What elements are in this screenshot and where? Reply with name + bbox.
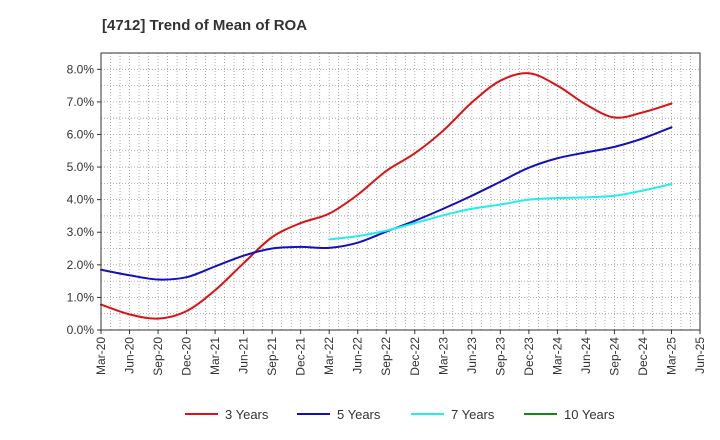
x-tick-label: Mar-22 — [322, 337, 336, 375]
x-tick-label: Mar-20 — [94, 337, 108, 375]
series-line-7-years — [328, 183, 673, 241]
x-tick-label: Sep-21 — [265, 337, 279, 376]
x-tick-label: Dec-21 — [294, 337, 308, 376]
x-tick-label: Mar-25 — [664, 337, 678, 375]
x-tick-label: Mar-21 — [208, 337, 222, 375]
y-tick-label: 2.0% — [67, 258, 95, 272]
series-lines — [100, 72, 673, 320]
grid — [101, 53, 700, 330]
y-tick-label: 8.0% — [67, 62, 95, 76]
series-line-3-years — [100, 72, 673, 320]
x-tick-label: Jun-24 — [579, 337, 593, 374]
legend-label-10-years: 10 Years — [564, 407, 615, 422]
x-tick-label: Jun-25 — [693, 337, 707, 374]
x-tick-label: Jun-21 — [237, 337, 251, 374]
x-tick-label: Jun-20 — [123, 337, 137, 374]
y-tick-label: 6.0% — [67, 127, 95, 141]
x-tick-label: Dec-20 — [180, 337, 194, 376]
x-tick-label: Jun-22 — [351, 337, 365, 374]
y-tick-label: 3.0% — [67, 225, 95, 239]
x-tick-label: Jun-23 — [465, 337, 479, 374]
x-tick-label: Mar-23 — [436, 337, 450, 375]
chart-title: [4712] Trend of Mean of ROA — [102, 17, 307, 34]
legend-label-3-years: 3 Years — [225, 407, 269, 422]
y-axis: 0.0% 1.0% 2.0% 3.0% 4.0% 5.0% 6.0% 7.0% 8.0% — [67, 62, 101, 337]
legend-label-5-years: 5 Years — [337, 407, 381, 422]
legend: 3 Years 5 Years 7 Years 10 Years — [185, 407, 615, 422]
x-tick-label: Sep-24 — [607, 337, 621, 376]
y-tick-label: 0.0% — [67, 323, 95, 337]
y-tick-label: 1.0% — [67, 290, 95, 304]
y-tick-label: 7.0% — [67, 95, 95, 109]
x-axis: Mar-20 Jun-20 Sep-20 Dec-20 Mar-21 Jun-21 Sep-… — [94, 330, 707, 376]
x-tick-label: Sep-20 — [151, 337, 165, 376]
y-tick-label: 5.0% — [67, 160, 95, 174]
legend-label-7-years: 7 Years — [451, 407, 495, 422]
x-tick-label: Dec-22 — [408, 337, 422, 376]
x-tick-label: Mar-24 — [550, 337, 564, 375]
plot-frame — [100, 52, 701, 331]
x-tick-label: Sep-22 — [379, 337, 393, 376]
y-tick-label: 4.0% — [67, 193, 95, 207]
x-tick-label: Dec-24 — [636, 337, 650, 376]
x-tick-label: Sep-23 — [493, 337, 507, 376]
x-tick-label: Dec-23 — [522, 337, 536, 376]
